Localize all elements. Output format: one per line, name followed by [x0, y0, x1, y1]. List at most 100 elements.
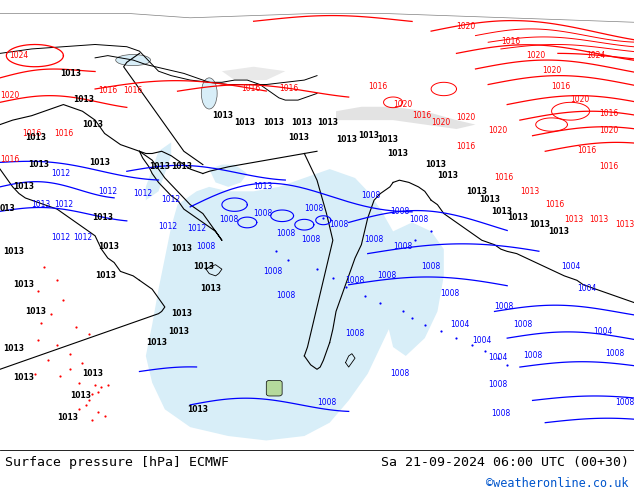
Text: 1013: 1013	[548, 226, 569, 236]
Text: 1004: 1004	[577, 284, 597, 294]
Text: 1013: 1013	[82, 369, 103, 378]
Point	[74, 405, 84, 413]
Text: 1008: 1008	[488, 380, 507, 389]
Text: 1008: 1008	[615, 398, 634, 407]
Text: 1016: 1016	[0, 155, 19, 165]
Text: 1016: 1016	[501, 38, 520, 47]
Point	[375, 298, 385, 306]
Text: 1013: 1013	[187, 405, 208, 414]
Text: 1008: 1008	[276, 291, 295, 300]
Text: 1013: 1013	[479, 196, 500, 204]
Point	[71, 323, 81, 331]
Text: 1024: 1024	[586, 51, 605, 60]
Text: 1013: 1013	[98, 242, 119, 251]
Text: 1013: 1013	[491, 207, 512, 216]
Point	[426, 227, 436, 235]
Text: 1013: 1013	[529, 220, 550, 229]
Text: 1004: 1004	[450, 320, 470, 329]
Point	[96, 383, 107, 391]
Text: 1013: 1013	[171, 309, 192, 318]
Text: 1013: 1013	[70, 391, 91, 400]
Text: 1016: 1016	[279, 84, 298, 93]
Text: 1008: 1008	[514, 320, 533, 329]
Text: 1013: 1013	[520, 187, 539, 196]
Text: 1013: 1013	[92, 213, 113, 222]
Point	[33, 288, 43, 295]
Text: 1008: 1008	[330, 220, 349, 229]
Text: 1008: 1008	[441, 289, 460, 298]
Point	[359, 292, 370, 300]
Text: Sa 21-09-2024 06:00 UTC (00+30): Sa 21-09-2024 06:00 UTC (00+30)	[381, 457, 629, 469]
Text: 1013: 1013	[146, 338, 167, 347]
Text: 1012: 1012	[162, 196, 181, 204]
Text: 1008: 1008	[346, 329, 365, 338]
Point	[480, 347, 490, 355]
Text: 1020: 1020	[393, 100, 412, 109]
Text: 1013: 1013	[336, 135, 357, 145]
Point	[283, 256, 294, 264]
Text: 1004: 1004	[593, 327, 612, 336]
Text: 1013: 1013	[3, 344, 24, 353]
Text: 1013: 1013	[149, 162, 170, 171]
Point	[30, 370, 40, 378]
Text: 1012: 1012	[51, 169, 70, 178]
Text: 1013: 1013	[615, 220, 634, 229]
Text: 1020: 1020	[542, 67, 561, 75]
Text: 1013: 1013	[3, 246, 24, 256]
Text: 1013: 1013	[507, 213, 528, 222]
Text: 1013: 1013	[292, 118, 313, 126]
Text: 1004: 1004	[561, 262, 581, 271]
Text: 1013: 1013	[564, 216, 583, 224]
Text: 1016: 1016	[241, 84, 260, 93]
Text: 1012: 1012	[133, 189, 152, 198]
Point	[52, 276, 62, 284]
Ellipse shape	[115, 54, 150, 66]
Point	[36, 318, 46, 326]
Point	[502, 361, 512, 369]
Text: 1020: 1020	[526, 51, 545, 60]
Text: 1013: 1013	[466, 187, 487, 196]
Text: 1008: 1008	[523, 351, 542, 360]
Text: 1013: 1013	[32, 200, 51, 209]
Text: 1013: 1013	[358, 131, 379, 140]
Point	[420, 321, 430, 329]
Point	[436, 327, 446, 335]
Text: 1008: 1008	[495, 302, 514, 311]
Point	[52, 341, 62, 349]
Text: 1020: 1020	[488, 126, 507, 135]
Text: 1008: 1008	[377, 271, 396, 280]
Point	[42, 356, 53, 364]
Text: 1008: 1008	[301, 236, 320, 245]
Point	[407, 314, 417, 322]
Text: 1016: 1016	[412, 111, 431, 120]
Text: 1012: 1012	[187, 224, 206, 233]
Polygon shape	[222, 67, 285, 80]
Point	[90, 381, 100, 389]
Text: 1013: 1013	[263, 118, 284, 126]
Polygon shape	[146, 143, 171, 200]
Text: 1013: 1013	[254, 182, 273, 191]
Text: 1024: 1024	[10, 51, 29, 60]
Text: 1013: 1013	[25, 307, 46, 316]
Polygon shape	[146, 169, 399, 441]
Text: 1013: 1013	[212, 111, 233, 120]
Polygon shape	[387, 222, 444, 356]
Text: 1012: 1012	[73, 233, 92, 242]
Text: 1008: 1008	[304, 204, 323, 213]
FancyBboxPatch shape	[266, 380, 282, 396]
Point	[55, 372, 65, 380]
Text: 1008: 1008	[491, 409, 510, 418]
Text: 1008: 1008	[197, 242, 216, 251]
Text: 1008: 1008	[605, 349, 624, 358]
Text: 1013: 1013	[13, 373, 34, 382]
Text: 1013: 1013	[377, 135, 398, 145]
Point	[493, 354, 503, 362]
Text: 1020: 1020	[456, 22, 476, 31]
Point	[65, 350, 75, 358]
Point	[271, 247, 281, 255]
Text: 1016: 1016	[54, 129, 73, 138]
Text: 1013: 1013	[387, 149, 408, 158]
Point	[81, 401, 91, 409]
Text: 1013: 1013	[95, 271, 116, 280]
Text: 1020: 1020	[0, 91, 19, 100]
